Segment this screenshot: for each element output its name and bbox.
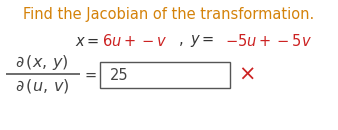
Text: Find the Jacobian of the transformation.: Find the Jacobian of the transformation. xyxy=(23,8,315,22)
Text: $x = $: $x = $ xyxy=(75,34,100,48)
Text: 25: 25 xyxy=(110,67,129,83)
Bar xyxy=(100,62,230,88)
Text: $\partial\,(u,\, v)$: $\partial\,(u,\, v)$ xyxy=(15,77,69,95)
Text: $6u + -v$: $6u + -v$ xyxy=(102,33,167,49)
Text: $-5u + -5v$: $-5u + -5v$ xyxy=(225,33,312,49)
Text: $,\ y = $: $,\ y = $ xyxy=(178,33,214,49)
Text: $\partial\,(x,\, y)$: $\partial\,(x,\, y)$ xyxy=(15,54,69,73)
Text: $\times$: $\times$ xyxy=(238,64,254,84)
Text: $=$: $=$ xyxy=(82,67,98,82)
